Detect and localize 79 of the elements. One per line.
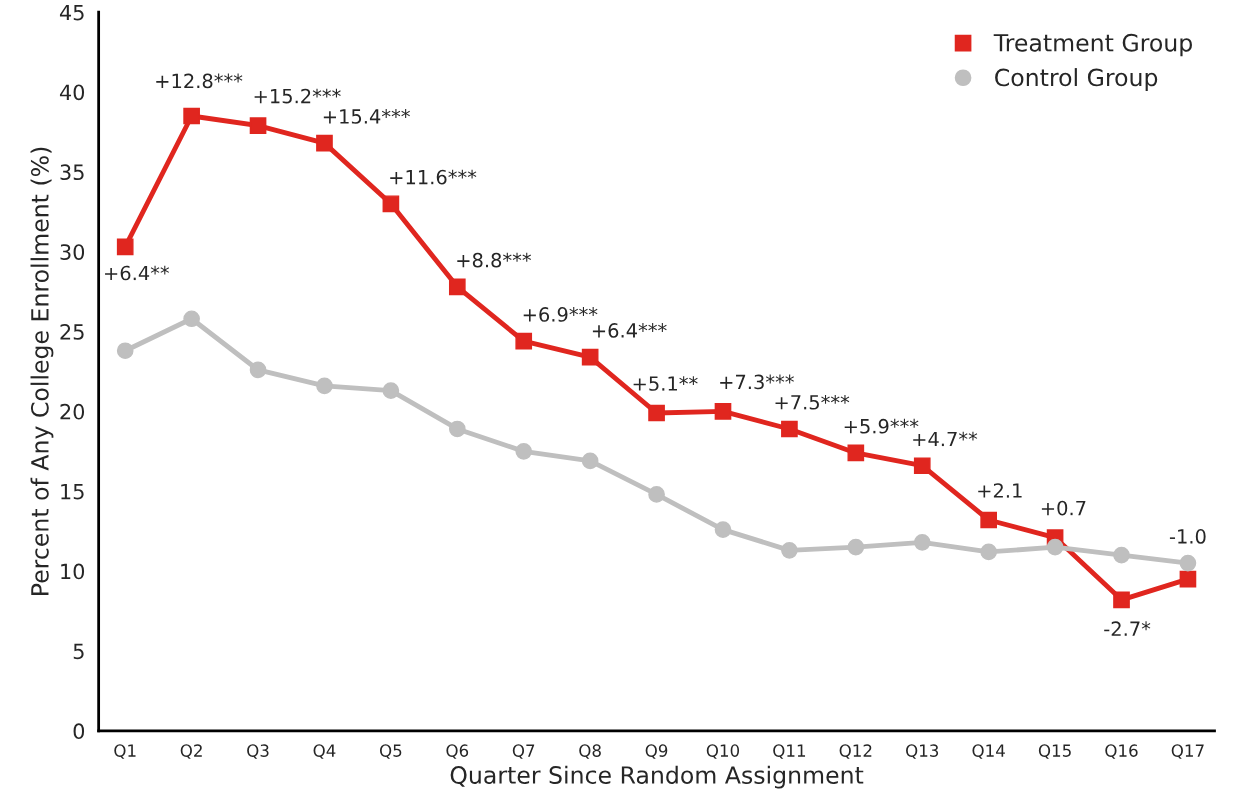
- point: [249, 117, 267, 134]
- annotation: +8.8***: [457, 252, 532, 268]
- point: [1179, 554, 1197, 572]
- point: [1113, 546, 1130, 564]
- point: [1113, 591, 1130, 609]
- x-tick-label: Q1: [114, 744, 136, 759]
- annotation: +5.1**: [633, 376, 698, 391]
- point: [913, 534, 931, 551]
- annotation: +7.5***: [775, 394, 850, 410]
- point: [382, 382, 400, 399]
- x-tick-label: Q5: [379, 744, 402, 759]
- x-tick-label: Q6: [446, 744, 469, 759]
- point: [913, 457, 931, 475]
- point: [515, 443, 533, 460]
- y-tick-label: 15: [61, 483, 84, 500]
- legend-label: Control Group: [995, 68, 1158, 91]
- point: [116, 342, 134, 360]
- x-tick-label: Q11: [773, 744, 806, 759]
- point: [847, 538, 865, 556]
- y-tick-label: 0: [73, 723, 85, 740]
- y-tick-label: 30: [60, 244, 85, 260]
- x-tick-label: Q8: [579, 744, 601, 759]
- point: [1179, 570, 1197, 588]
- x-tick-label: Q2: [180, 744, 202, 759]
- y-tick-label: 45: [59, 4, 84, 21]
- point: [515, 332, 533, 350]
- x-tick-label: Q9: [645, 744, 668, 759]
- point: [382, 195, 400, 213]
- y-tick-label: 20: [60, 403, 85, 420]
- point: [448, 420, 466, 438]
- x-tick-label: Q14: [972, 744, 1005, 759]
- x-tick-label: Q3: [247, 744, 269, 759]
- point: [581, 452, 599, 470]
- x-tick-label: Q13: [906, 744, 939, 759]
- x-tick-label: Q7: [512, 744, 535, 759]
- annotation: +15.2***: [254, 88, 341, 104]
- point: [781, 420, 798, 438]
- annotation: +6.4***: [592, 323, 667, 338]
- x-axis-title: Quarter Since Random Assignment: [450, 765, 864, 789]
- y-tick-label: 25: [60, 324, 84, 340]
- x-tick-label: Q10: [706, 744, 740, 759]
- y-tick-label: 10: [61, 563, 85, 580]
- annotation: +15.4***: [323, 109, 410, 124]
- point: [980, 543, 998, 561]
- y-tick-label: 5: [73, 643, 84, 660]
- point: [116, 238, 134, 256]
- x-tick-label: Q4: [313, 744, 336, 759]
- x-tick-label: Q15: [1038, 744, 1071, 759]
- point: [648, 404, 665, 422]
- point: [183, 310, 200, 328]
- point: [316, 377, 333, 395]
- point: [249, 361, 267, 379]
- y-axis-title: Percent of Any College Enrollment (%): [30, 147, 54, 595]
- point: [714, 403, 732, 420]
- annotation: +6.4**: [105, 265, 170, 281]
- point: [980, 511, 998, 529]
- point: [183, 107, 200, 125]
- x-tick-label: Q17: [1171, 744, 1204, 759]
- point: [581, 348, 599, 366]
- annotation: +2.1: [978, 483, 1022, 498]
- point: [1046, 538, 1064, 556]
- x-tick-label: Q16: [1105, 744, 1138, 759]
- annotation: -2.7*: [1104, 621, 1151, 636]
- point: [648, 486, 665, 503]
- annotation: +12.8***: [156, 73, 243, 89]
- x-tick-label: Q12: [839, 744, 872, 759]
- point: [781, 542, 798, 559]
- point: [714, 521, 732, 538]
- legend-label: Treatment Group: [993, 33, 1192, 57]
- annotation: +6.9***: [523, 307, 598, 322]
- point: [316, 134, 333, 152]
- y-tick-label: 35: [60, 164, 84, 181]
- point: [448, 278, 466, 296]
- point: [847, 444, 865, 462]
- y-tick-label: 40: [59, 84, 85, 101]
- annotation: +11.6***: [390, 169, 477, 185]
- annotation: +7.3***: [720, 374, 794, 390]
- annotation: -1.0: [1169, 529, 1206, 544]
- annotation: +0.7: [1041, 500, 1086, 516]
